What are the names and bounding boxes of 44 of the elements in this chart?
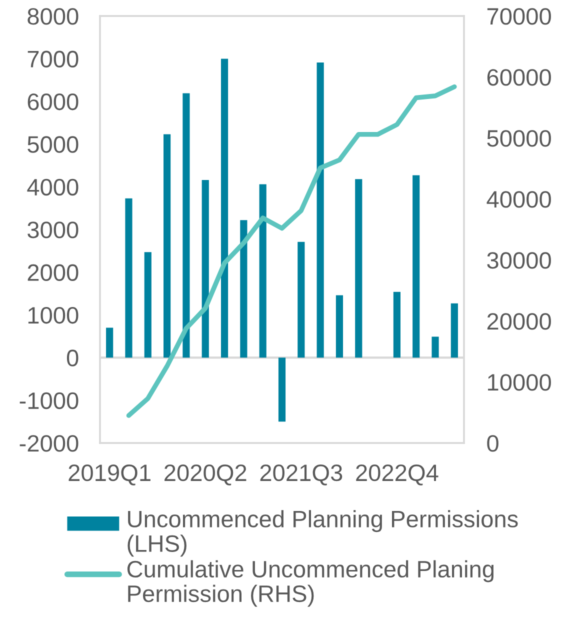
bar bbox=[144, 252, 152, 358]
y2-tick-label: 30000 bbox=[487, 252, 551, 269]
y2-tick-label: 70000 bbox=[487, 8, 551, 25]
bar bbox=[278, 358, 286, 422]
y2-tick-label: 60000 bbox=[487, 69, 551, 86]
legend-label: Uncommenced Planning Permissions (LHS) bbox=[128, 510, 518, 557]
y-tick-label: -1000 bbox=[20, 392, 78, 410]
bar bbox=[450, 303, 458, 358]
x-tick-label: 2021Q3 bbox=[260, 464, 342, 486]
bar bbox=[202, 180, 209, 358]
y-tick-label: 0 bbox=[66, 350, 78, 366]
bar bbox=[393, 292, 400, 358]
legend-label: Cumulative Uncommenced Planing Permission (RHS) bbox=[127, 560, 494, 607]
bar bbox=[182, 93, 190, 358]
x-tick-label: 2022Q4 bbox=[356, 464, 438, 486]
y-tick-label: 4000 bbox=[27, 178, 78, 196]
bar bbox=[240, 220, 248, 358]
bar bbox=[316, 62, 324, 358]
y-tick-label: 7000 bbox=[28, 50, 78, 68]
y-tick-label: 2000 bbox=[28, 264, 78, 281]
bar bbox=[259, 184, 266, 358]
bar bbox=[220, 58, 228, 358]
x-tick-label: 2020Q2 bbox=[164, 464, 246, 486]
y-tick-label: 6000 bbox=[28, 93, 78, 110]
y2-tick-label: 0 bbox=[487, 435, 498, 452]
bar bbox=[164, 134, 171, 358]
y2-tick-label: 10000 bbox=[488, 374, 551, 391]
bar bbox=[106, 328, 114, 358]
y2-tick-label: 40000 bbox=[486, 191, 551, 208]
y2-tick-label: 50000 bbox=[487, 130, 551, 147]
y-tick-label: 8000 bbox=[28, 8, 78, 25]
bar bbox=[336, 295, 344, 358]
y-tick-label: -2000 bbox=[20, 435, 78, 452]
line-series bbox=[126, 84, 457, 418]
y-tick-label: 5000 bbox=[28, 136, 78, 153]
bar bbox=[355, 179, 362, 358]
y2-tick-label: 20000 bbox=[487, 313, 551, 330]
bar bbox=[432, 336, 439, 358]
y-tick-label: 1000 bbox=[28, 306, 78, 324]
bar bbox=[412, 175, 420, 358]
bar bbox=[125, 198, 132, 358]
bar bbox=[298, 242, 305, 358]
y-tick-label: 3000 bbox=[28, 222, 78, 238]
x-tick-label: 2019Q1 bbox=[68, 464, 150, 486]
